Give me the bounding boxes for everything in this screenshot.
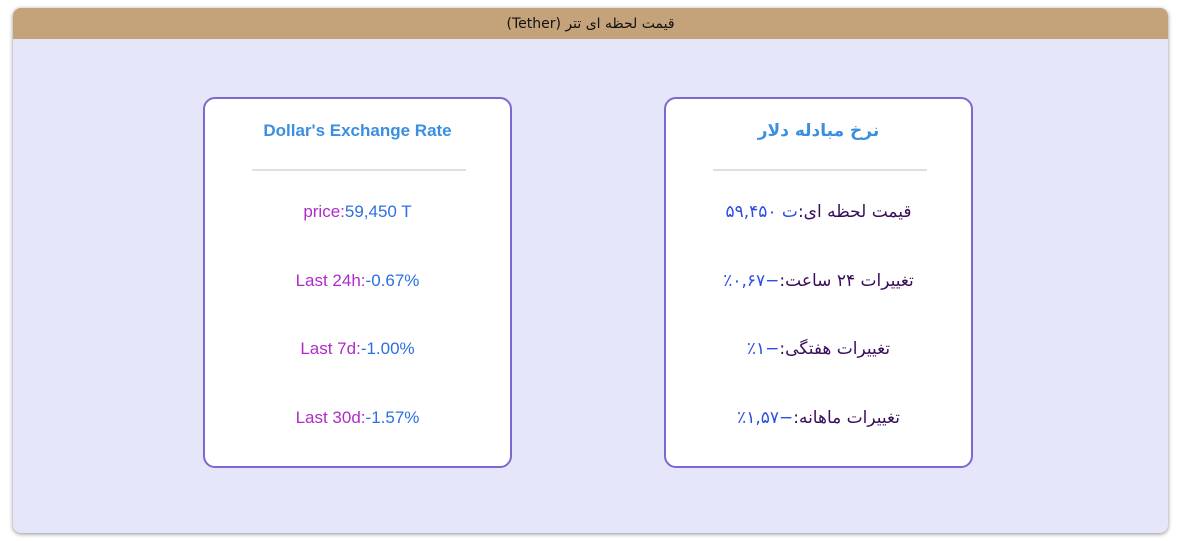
price-value: ت ۵۹,۴۵۰ <box>725 202 798 222</box>
change-24h-value: −۰,۶۷٪ <box>723 271 780 291</box>
change-24h-row: Last 24h:-0.67% <box>205 271 510 291</box>
window-title: قیمت لحظه ای تتر (Tether) <box>506 15 675 32</box>
change-weekly-label: تغییرات هفتگی: <box>779 339 891 359</box>
price-value: 59,450 T <box>344 202 412 221</box>
price-row: price:59,450 T <box>205 202 510 222</box>
divider <box>713 169 927 171</box>
price-label: price: <box>303 202 345 221</box>
card-title: نرخ مبادله دلار <box>757 121 880 141</box>
change-30d-label: Last 30d: <box>295 408 366 427</box>
change-24h-label: Last 24h: <box>295 271 366 290</box>
change-30d-row: Last 30d:-1.57% <box>205 408 510 428</box>
change-30d-value: -1.57% <box>365 408 420 427</box>
change-7d-row: Last 7d:-1.00% <box>205 339 510 359</box>
change-7d-value: -1.00% <box>360 339 415 358</box>
change-24h-label: تغییرات ۲۴ ساعت: <box>779 271 914 291</box>
change-monthly-label: تغییرات ماهانه: <box>793 408 900 428</box>
change-24h-value: -0.67% <box>365 271 420 290</box>
exchange-rate-card-persian: نرخ مبادله دلار قیمت لحظه ای:ت ۵۹,۴۵۰ تغ… <box>664 97 973 468</box>
price-row: قیمت لحظه ای:ت ۵۹,۴۵۰ <box>666 202 971 222</box>
change-24h-row: تغییرات ۲۴ ساعت:−۰,۶۷٪ <box>666 271 971 291</box>
change-weekly-row: تغییرات هفتگی:−۱٪ <box>666 339 971 359</box>
window-titlebar: قیمت لحظه ای تتر (Tether) <box>13 8 1168 39</box>
exchange-rate-card-english: Dollar's Exchange Rate price:59,450 T La… <box>203 97 512 468</box>
change-7d-label: Last 7d: <box>300 339 361 358</box>
card-title: Dollar's Exchange Rate <box>263 121 452 140</box>
change-monthly-value: −۱,۵۷٪ <box>737 408 794 428</box>
change-monthly-row: تغییرات ماهانه:−۱,۵۷٪ <box>666 408 971 428</box>
divider <box>252 169 466 171</box>
price-label: قیمت لحظه ای: <box>797 202 912 222</box>
app-window: قیمت لحظه ای تتر (Tether) Dollar's Excha… <box>13 8 1168 533</box>
change-weekly-value: −۱٪ <box>746 339 780 359</box>
